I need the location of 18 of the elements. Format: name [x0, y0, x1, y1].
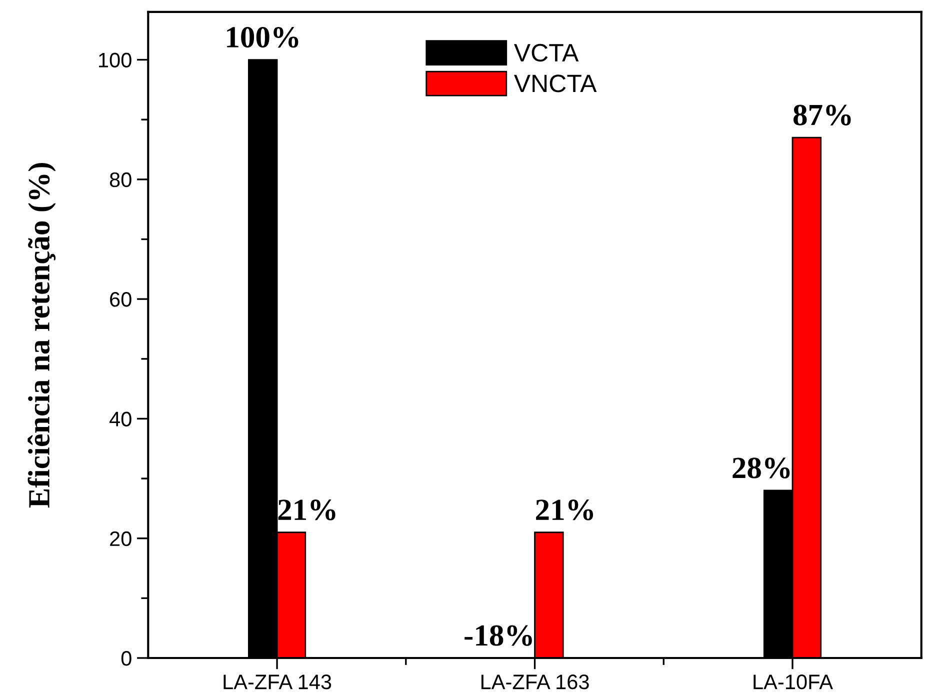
- y-axis-title: Eficiência na retenção (%): [28, 163, 56, 508]
- data-label: 21%: [536, 500, 594, 520]
- x-tick-label: LA-10FA: [754, 674, 833, 690]
- annotation: -18%: [464, 625, 532, 646]
- legend-label: VNCTA: [514, 74, 597, 92]
- data-label: 21%: [278, 500, 336, 520]
- y-tick-label: 0: [121, 651, 132, 666]
- y-tick-label: 40: [109, 412, 132, 426]
- legend-label: VCTA: [514, 44, 579, 62]
- data-label: 28%: [732, 458, 790, 478]
- x-tick-label: LA-ZFA 143: [224, 674, 332, 690]
- y-tick-label: 80: [110, 172, 132, 188]
- y-tick-label: 20: [110, 531, 132, 546]
- x-tick-label: LA-ZFA 163: [481, 674, 589, 690]
- data-label: 100%: [227, 26, 298, 48]
- data-label: 87%: [794, 104, 851, 126]
- y-tick-label: 100: [99, 52, 132, 68]
- y-tick-label: 60: [110, 292, 132, 307]
